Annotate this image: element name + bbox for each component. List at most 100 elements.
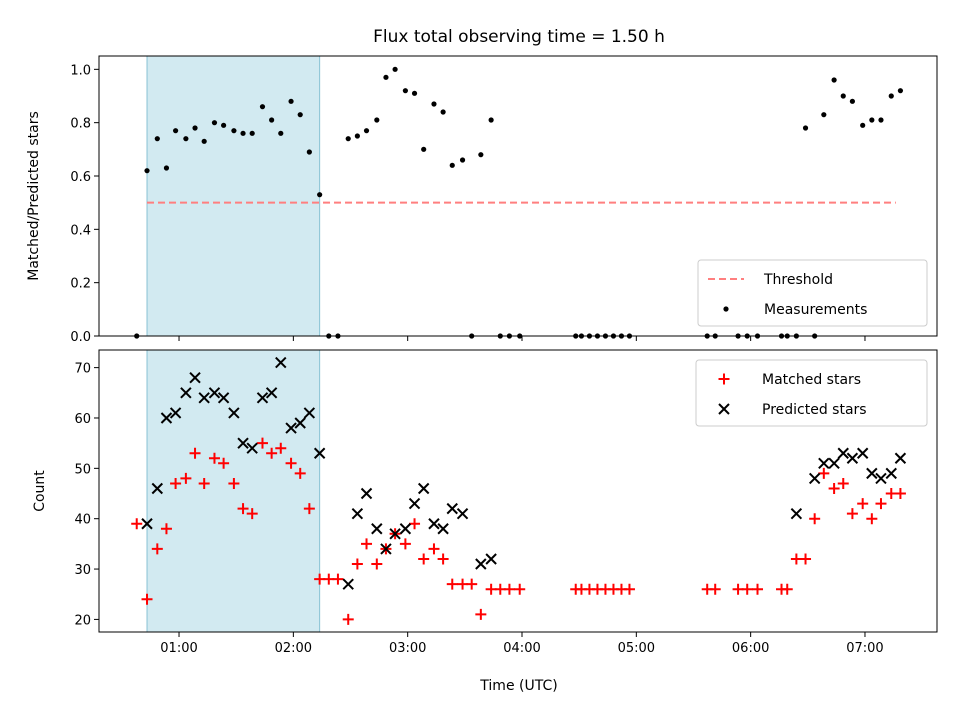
chart-title: Flux total observing time = 1.50 h xyxy=(373,27,665,47)
ratio-legend-box xyxy=(697,259,928,327)
ratio-panel: 0.0 0.2 0.4 0.6 0.8 1.0 Threshold Measurements xyxy=(70,55,938,345)
matched-star-point xyxy=(218,457,230,469)
measurement-point xyxy=(849,98,855,104)
matched-star-point xyxy=(809,513,821,525)
predicted-star-point xyxy=(371,523,383,535)
count-panel: 20 30 40 50 60 70 01:00 02:00 03:00 04:00 05:00 06:… xyxy=(74,349,938,656)
measurement-point xyxy=(172,128,179,134)
predicted-star-point xyxy=(342,578,354,590)
measurement-point xyxy=(374,117,380,123)
matched-star-point xyxy=(303,503,315,515)
matched-star-point xyxy=(741,583,753,595)
measurement-point xyxy=(840,93,846,99)
predicted-star-point xyxy=(275,356,287,369)
predicted-star-point xyxy=(160,412,173,424)
count-shaded-interval xyxy=(146,349,321,633)
predicted-star-point xyxy=(428,518,440,530)
measurement-point xyxy=(411,90,418,96)
measurement-point xyxy=(869,117,875,123)
predicted-star-point xyxy=(285,422,297,434)
predicted-star-point xyxy=(189,371,201,384)
predicted-star-point xyxy=(389,528,401,540)
measurement-point xyxy=(402,88,408,94)
matched-star-point xyxy=(237,503,249,515)
predicted-star-point xyxy=(303,407,316,419)
matched-star-point xyxy=(894,488,906,500)
predicted-star-point xyxy=(198,392,210,404)
predicted-star-point xyxy=(437,523,449,535)
predicted-star-point xyxy=(808,472,821,485)
predicted-star-point xyxy=(256,392,269,404)
predicted-star-point xyxy=(237,437,249,449)
matched-star-point xyxy=(228,477,240,489)
predicted-star-point xyxy=(856,447,869,459)
matched-star-point xyxy=(837,477,849,489)
measurement-point xyxy=(249,130,255,136)
matched-star-point xyxy=(623,583,635,595)
matched-star-point xyxy=(875,498,887,510)
matched-star-point xyxy=(256,437,268,449)
predicted-star-point xyxy=(180,387,192,399)
measurement-point xyxy=(211,120,218,126)
measurement-point xyxy=(860,122,866,128)
measurement-point xyxy=(459,157,466,163)
x-tick-label: 05:00 xyxy=(618,641,655,656)
measurement-point xyxy=(392,66,398,72)
ratio-y-tick-label: 0.6 xyxy=(70,170,91,185)
measurement-point xyxy=(269,117,275,123)
matched-star-point xyxy=(846,508,858,520)
predicted-star-point xyxy=(446,502,458,515)
measurement-point xyxy=(878,117,884,123)
predicted-star-point xyxy=(866,467,878,480)
legend-measurement-swatch xyxy=(723,306,729,312)
measurement-point xyxy=(345,136,351,142)
matched-star-point xyxy=(351,558,363,570)
matched-star-point xyxy=(294,467,306,479)
matched-star-point xyxy=(818,467,830,479)
predicted-star-point xyxy=(294,417,306,429)
matched-star-point xyxy=(151,543,163,555)
ratio-panel-y-label: Matched/Predicted stars xyxy=(26,111,42,281)
measurement-point xyxy=(897,88,904,94)
predicted-star-point xyxy=(151,482,164,495)
measurement-point xyxy=(363,128,370,134)
matched-star-point xyxy=(189,447,201,459)
matched-star-point xyxy=(866,513,878,525)
matched-star-point xyxy=(361,538,373,550)
x-tick-label: 01:00 xyxy=(160,641,197,656)
measurement-point xyxy=(288,98,294,104)
matched-star-point xyxy=(208,452,220,464)
measurement-point xyxy=(183,136,189,142)
matched-star-point xyxy=(709,583,721,595)
measurement-point xyxy=(449,162,455,168)
ratio-shaded-interval xyxy=(146,55,321,337)
predicted-star-point xyxy=(818,457,830,470)
measurement-point xyxy=(821,112,827,118)
matched-star-point xyxy=(857,498,869,510)
measurement-point xyxy=(154,136,160,142)
measurement-point xyxy=(421,146,427,152)
measurement-point xyxy=(144,168,150,174)
predicted-star-point xyxy=(169,407,182,419)
measurement-point xyxy=(802,125,809,131)
predicted-star-point xyxy=(313,447,326,459)
matched-star-point xyxy=(160,523,172,535)
predicted-star-point xyxy=(894,452,907,464)
predicted-star-point xyxy=(875,472,887,485)
matched-star-point xyxy=(418,553,430,565)
measurement-point xyxy=(240,130,246,136)
count-y-tick-label: 30 xyxy=(74,563,91,578)
matched-star-point xyxy=(141,593,153,605)
predicted-star-point xyxy=(246,442,258,454)
measurement-point xyxy=(278,130,284,136)
matched-star-point xyxy=(170,477,182,489)
measurement-point xyxy=(440,109,446,115)
matched-star-point xyxy=(828,482,840,494)
matched-star-point xyxy=(466,578,478,590)
x-tick-label: 06:00 xyxy=(732,641,769,656)
count-panel-y-label: Count xyxy=(32,470,48,512)
predicted-star-point xyxy=(265,387,278,399)
measurement-point xyxy=(488,117,494,123)
matched-star-point xyxy=(446,578,458,590)
